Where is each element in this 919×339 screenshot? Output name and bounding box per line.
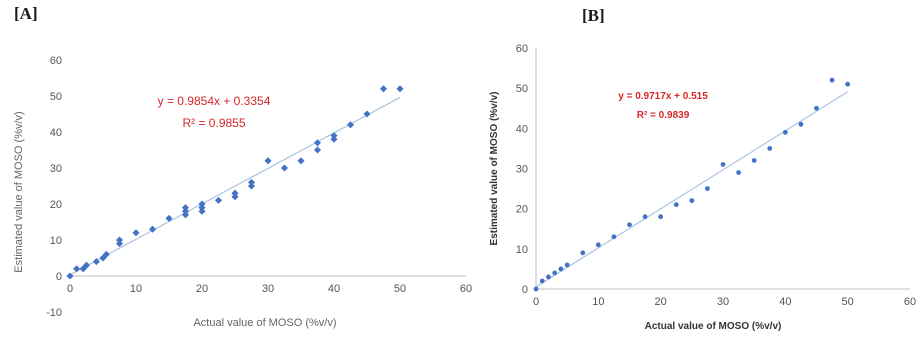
data-point [115,236,124,244]
data-point [231,189,239,197]
y-tick-label: 50 [50,91,62,103]
data-point [247,182,256,190]
x-axis-title: Actual value of MOSO (%v/v) [193,317,336,329]
r-squared-label: R² = 0.9855 [182,116,245,130]
trendline-equation: y = 0.9854x + 0.3354 [158,94,271,108]
data-point [247,178,256,186]
x-tick-label: 50 [394,283,406,295]
x-tick-label: 10 [130,283,142,295]
data-point [198,200,206,208]
data-point [214,196,223,204]
data-point [198,207,206,215]
x-tick-label: 30 [262,283,274,295]
y-tick-label: 40 [50,127,62,139]
y-tick-label: 30 [50,163,62,175]
data-point [297,157,305,165]
data-point [148,225,157,233]
data-point [92,258,100,266]
panel-label-a: [A] [14,4,38,23]
data-point [181,207,190,215]
data-point [82,261,91,269]
x-tick-label: 0 [67,283,73,295]
data-point [165,214,173,222]
y-tick-label: 20 [50,199,62,211]
x-tick-label: 20 [196,283,208,295]
y-tick-label: 0 [56,271,62,283]
data-point [280,164,289,172]
data-point [396,85,404,93]
x-tick-label: 40 [328,283,340,295]
data-point [330,132,338,140]
data-point [346,121,355,129]
data-point [115,240,124,248]
y-tick-label: 10 [50,235,62,247]
trendline [69,96,401,276]
data-point [363,110,371,118]
data-point [313,146,322,154]
y-axis-title: Estimated value of MOSO (%v/v) [13,111,25,272]
data-point [313,139,322,147]
data-point [181,211,190,219]
data-point [181,204,190,212]
data-point [132,229,140,237]
data-point [330,135,338,143]
data-point [73,265,81,273]
data-point [198,204,206,212]
data-point [379,85,388,93]
data-point [264,157,272,165]
data-point [66,272,74,280]
y-tick-label: -10 [46,307,62,319]
data-point [102,250,110,258]
x-tick-label: 60 [460,283,472,295]
y-tick-label: 60 [50,55,62,67]
data-point [231,193,239,201]
panel-label-b: [B] [582,6,605,25]
